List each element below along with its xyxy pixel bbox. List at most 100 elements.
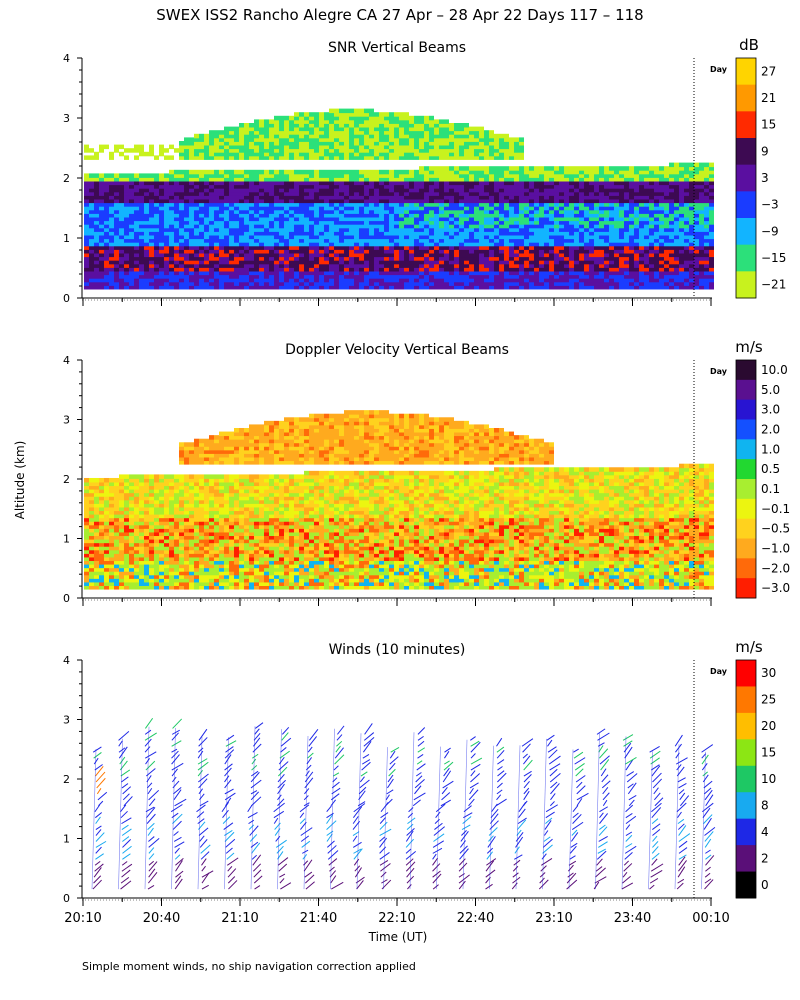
snr-cell [589,238,594,243]
snr-cell [579,195,584,200]
snr-cell [694,169,699,175]
snr-cell [469,133,474,139]
snr-cell [639,223,644,229]
snr-cell [189,267,194,272]
snr-cell [604,234,609,240]
snr-cell [84,231,89,236]
snr-cell [604,231,609,236]
snr-cell [519,213,524,218]
snr-cell [294,195,299,200]
snr-cell [609,223,614,229]
snr-cell [164,245,169,250]
snr-cell [199,227,204,232]
snr-cell [639,202,644,207]
snr-cell [239,263,244,268]
snr-cell [344,277,349,283]
snr-cell [384,281,389,286]
snr-cell [519,252,524,258]
snr-cell [539,184,544,189]
snr-cell [234,202,239,207]
snr-cell [119,267,124,272]
snr-cell [304,169,309,175]
snr-cell [364,141,369,146]
snr-cell [334,130,339,135]
snr-cell [544,277,549,283]
snr-cell [404,184,409,189]
snr-cell [549,205,554,211]
snr-cell [664,184,669,189]
snr-cell [339,241,344,247]
snr-cell [269,256,274,261]
snr-cell [229,234,234,240]
snr-cell [474,267,479,272]
snr-cell [324,220,329,225]
snr-cell [269,173,274,178]
snr-cell [469,209,474,214]
snr-cell [129,173,134,178]
snr-cell [94,256,99,261]
snr-cell [239,281,244,286]
snr-cell [319,270,324,276]
snr-cell [194,245,199,250]
snr-cell [659,202,664,207]
snr-cell [679,169,684,175]
snr-cell [369,249,374,254]
snr-cell [644,209,649,214]
snr-cell [704,162,709,168]
snr-cell [449,249,454,254]
snr-cell [649,220,654,225]
snr-cell [504,155,509,160]
snr-cell [144,223,149,229]
snr-cell [269,177,274,182]
snr-cell [209,281,214,286]
snr-cell [189,223,194,229]
snr-cell [624,274,629,279]
snr-cell [224,202,229,207]
snr-cell [689,198,694,204]
snr-cell [654,277,659,283]
snr-cell [144,281,149,286]
snr-cell [324,249,329,254]
snr-cell [579,216,584,222]
snr-cell [329,241,334,247]
snr-cell [284,249,289,254]
snr-cell [429,115,434,121]
snr-cell [99,234,104,240]
snr-cell [594,241,599,247]
snr-cell [594,173,599,178]
snr-cell [494,151,499,157]
snr-cell [399,173,404,178]
snr-cell [164,195,169,200]
snr-cell [244,137,249,142]
snr-cell [459,148,464,153]
snr-cell [509,263,514,268]
snr-cell [384,205,389,211]
snr-cell [394,216,399,222]
snr-cell [564,195,569,200]
snr-cell [694,241,699,247]
snr-cell [209,249,214,254]
snr-cell [589,231,594,236]
snr-cell [304,177,309,182]
snr-cell [274,155,279,160]
snr-cell [159,256,164,261]
snr-cell [544,231,549,236]
snr-cell [674,277,679,283]
snr-cell [289,148,294,153]
snr-cell [339,270,344,276]
snr-cell [489,180,494,186]
snr-cell [284,209,289,214]
snr-cell [704,205,709,211]
snr-cell [264,252,269,258]
snr-cell [299,249,304,254]
snr-cell [524,252,529,258]
snr-cell [609,191,614,196]
snr-cell [639,231,644,236]
snr-cell [694,249,699,254]
snr-cell [249,169,254,175]
snr-cell [149,144,154,150]
snr-cell [254,130,259,135]
snr-cell [534,209,539,214]
snr-cell [499,227,504,232]
snr-cell [389,231,394,236]
